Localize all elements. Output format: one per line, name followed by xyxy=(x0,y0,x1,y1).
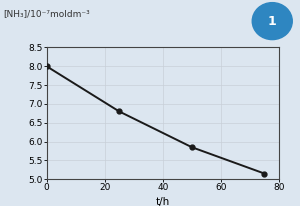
Text: 1: 1 xyxy=(268,15,277,28)
Text: [NH₃]/10⁻⁷moldm⁻³: [NH₃]/10⁻⁷moldm⁻³ xyxy=(3,9,90,18)
Circle shape xyxy=(252,3,292,40)
X-axis label: t/h: t/h xyxy=(156,197,170,206)
